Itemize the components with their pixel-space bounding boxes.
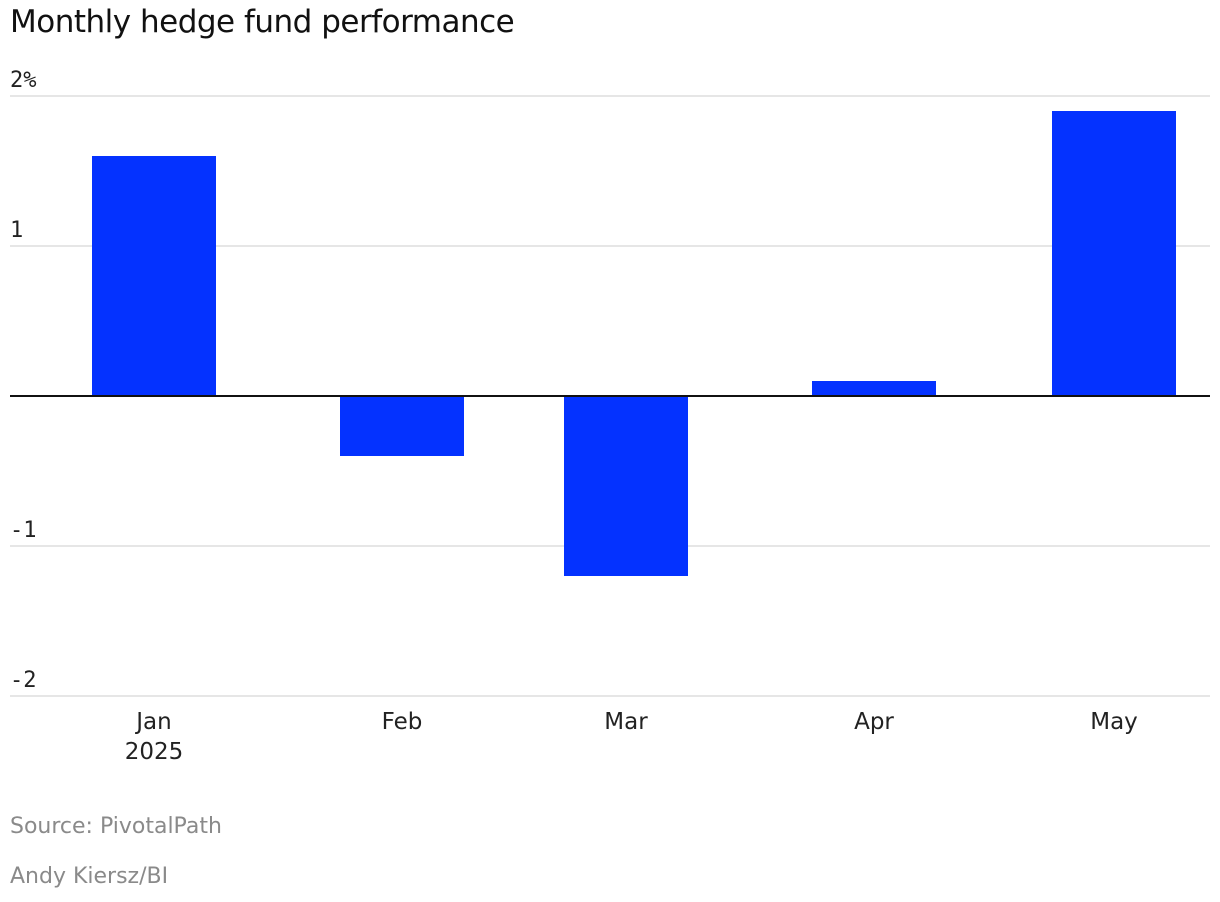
bar-feb — [340, 396, 464, 456]
bar-mar — [564, 396, 688, 576]
credit-note: Andy Kiersz/BI — [10, 864, 169, 889]
x-tick-label: May — [1090, 709, 1138, 735]
bar-may — [1052, 111, 1176, 396]
x-tick-label: Feb — [382, 709, 423, 735]
chart-title: Monthly hedge fund performance — [10, 4, 515, 40]
x-tick-label: Mar — [604, 709, 648, 735]
x-tick-label: Jan — [134, 709, 171, 735]
bar-apr — [812, 381, 936, 396]
x-tick-sublabel: 2025 — [125, 739, 184, 765]
bar-jan — [92, 156, 216, 396]
x-tick-label: Apr — [854, 709, 894, 735]
y-tick-label: -2 — [10, 668, 37, 693]
y-tick-label: -1 — [10, 518, 37, 543]
source-note: Source: PivotalPath — [10, 814, 222, 839]
y-tick-label: 2% — [10, 68, 37, 93]
y-tick-label: 1 — [10, 218, 23, 243]
